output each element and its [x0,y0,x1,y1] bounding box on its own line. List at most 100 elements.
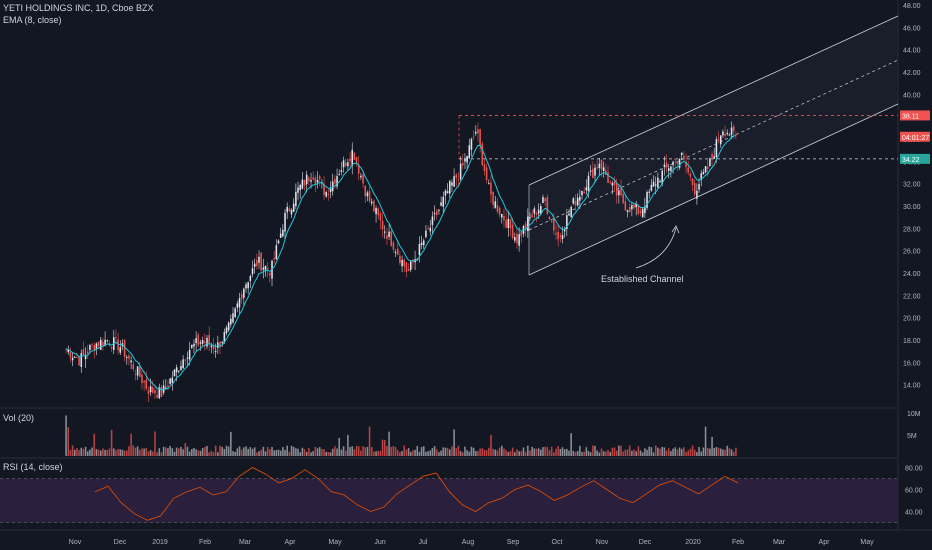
volume-bar [76,448,78,456]
candle-body [383,231,386,233]
candle-body [82,349,85,355]
candle-body [644,206,646,214]
price-badge [900,110,930,121]
volume-legend[interactable]: Vol (20) [3,413,35,423]
volume-bar [269,449,271,456]
volume-bar [453,429,455,456]
candle-body [232,313,234,323]
volume-bar [416,445,419,456]
volume-bar [132,445,135,456]
candle-body [360,175,362,178]
candle-body [568,213,570,216]
candle-body [279,233,282,238]
candle-body [154,390,156,394]
volume-bar [67,427,70,456]
volume-bar [674,447,677,456]
volume-bar [563,449,566,456]
volume-bar [407,448,410,456]
volume-bar [264,451,267,456]
rsi-tick-label: 40.00 [905,510,923,517]
volume-bar [379,450,382,456]
volume-bar [607,449,609,456]
volume-bar [680,448,683,456]
volume-bar [390,446,393,456]
candle-body [136,366,139,376]
channel-upper-line [528,15,899,186]
candle-body [518,234,520,246]
candle-body [418,243,421,256]
volume-bar [112,448,115,456]
candle-body [197,334,200,346]
volume-bar [149,450,152,456]
volume-bar [492,448,494,456]
channel-arrow [635,225,680,269]
price-tick-label: 16.00 [903,360,921,367]
trend-channel [528,15,899,276]
candle-body [498,207,501,215]
candle-body [455,174,458,178]
channel-annotation: Established Channel [601,274,684,284]
candle-body [223,332,226,343]
volume-bar [641,452,644,456]
rsi-legend[interactable]: RSI (14, close) [3,462,63,472]
candle-body [475,131,477,134]
volume-bar [249,447,252,456]
volume-bar [422,446,425,456]
candle-body [390,231,393,246]
volume-bar [167,448,169,456]
volume-bar [364,447,367,456]
candle-body [93,345,96,350]
volume-bar [719,448,722,456]
candle-body [314,177,317,184]
volume-bar [156,452,158,456]
candle-body [670,166,672,171]
volume-bar [620,445,622,456]
candle-body [204,341,206,343]
price-badge [900,131,930,142]
volume-bar [360,450,362,456]
candle-body [327,193,330,195]
volume-bar [73,449,76,456]
volume-bar [147,451,150,456]
volume-bar [730,449,733,456]
volume-bar [256,452,258,456]
volume-bar [409,451,412,456]
ema-legend[interactable]: EMA (8, close) [3,15,62,25]
volume-bar [546,447,549,456]
symbol-title[interactable]: YETI HOLDINGS INC, 1D, Cboe BZX [3,3,154,13]
candle-body [674,158,677,160]
candle-body [711,153,713,158]
volume-bar [383,439,386,456]
volume-bar [199,450,202,456]
volume-bar [435,449,438,456]
volume-bar [253,447,256,456]
candle-body [713,156,716,159]
volume-bar [676,449,679,456]
candle-body [249,276,252,281]
volume-bar [368,426,371,456]
candle-body [561,235,564,240]
volume-bar [605,451,607,456]
volume-bar [561,447,564,456]
candle-body [650,184,653,191]
volume-bar [498,447,501,456]
candle-body [396,248,399,256]
candle-body [143,380,145,383]
candle-body [381,220,384,230]
candle-body [67,349,70,353]
volume-bar [648,446,650,456]
volume-bar [550,446,553,456]
candle-body [156,394,158,398]
candle-body [344,162,347,166]
candle-body [531,214,533,217]
candle-body [581,190,583,196]
volume-bar [208,452,210,456]
candle-body [238,298,241,308]
volume-bar [425,451,427,456]
price-tick-label: 20.00 [903,316,921,323]
candle-body [256,260,258,267]
volume-bar [412,450,414,456]
candle-body [282,229,284,237]
volume-bar [288,451,291,456]
